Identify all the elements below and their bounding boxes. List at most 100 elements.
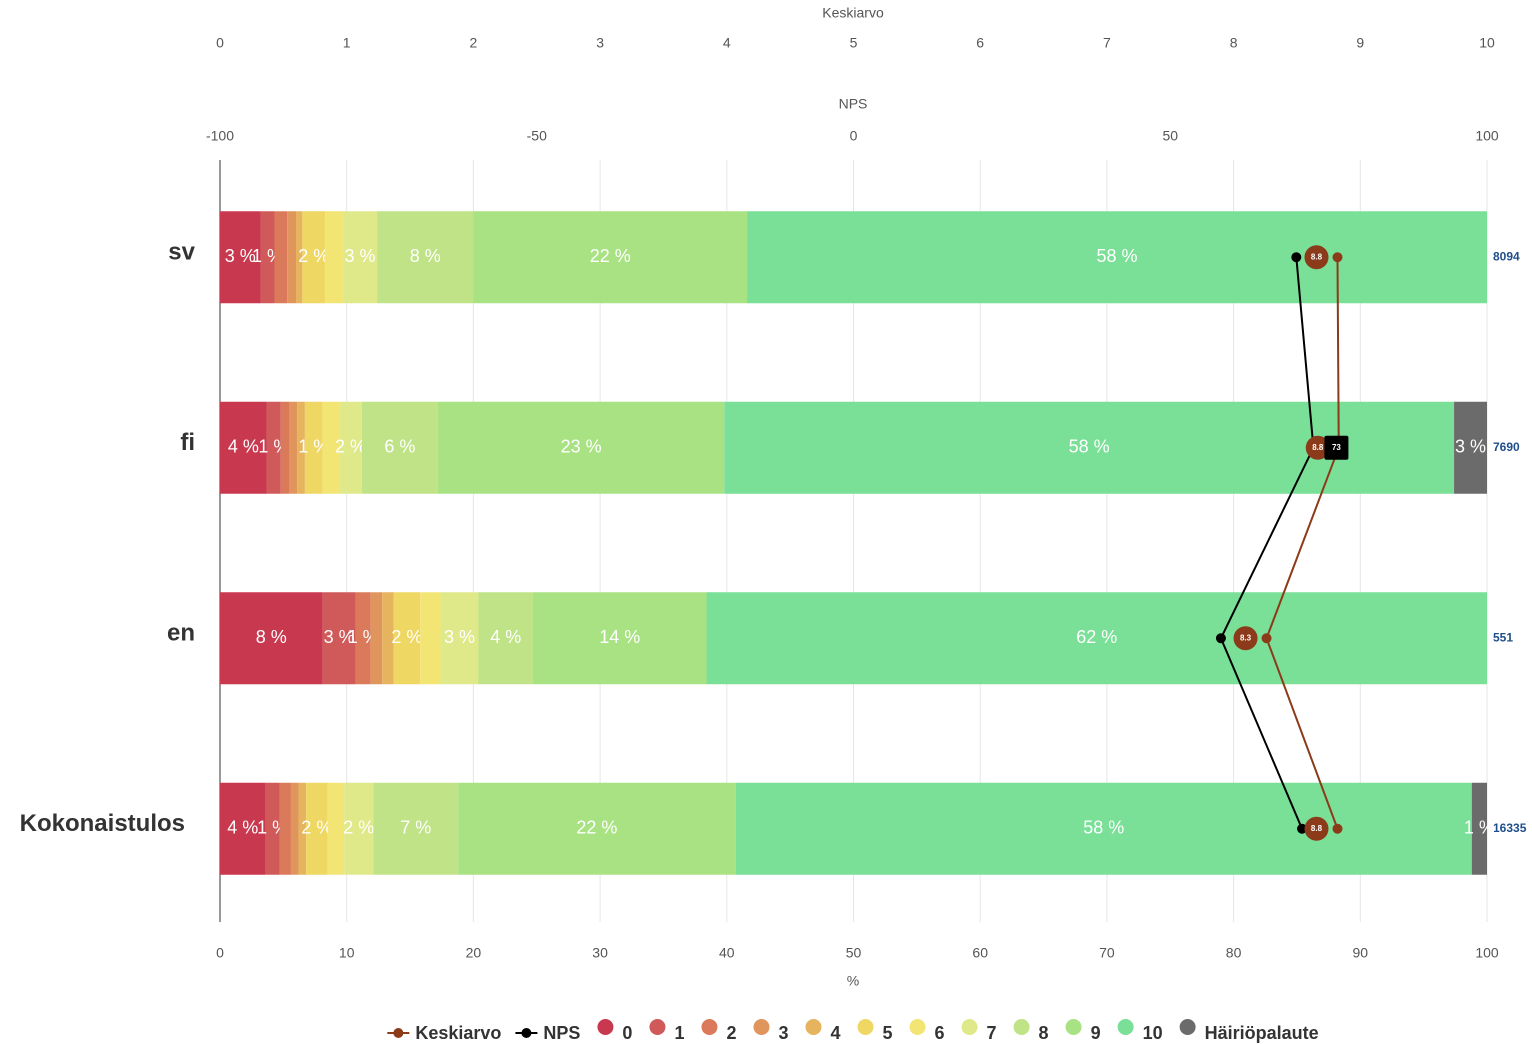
y-tick-label: Kokonaistulos: [20, 810, 185, 837]
line-label: 73: [1332, 443, 1341, 452]
data-label: 3 %: [1455, 437, 1486, 457]
data-label: 58 %: [1083, 818, 1124, 838]
bar-segment: [1471, 782, 1487, 875]
x2-tick-label: 3: [596, 35, 604, 51]
data-label: 3 %: [444, 627, 475, 647]
x2-axis-title: Keskiarvo: [822, 5, 884, 21]
legend-symbol: [701, 1019, 718, 1035]
bar-segment: [220, 592, 323, 685]
line-marker: [1261, 633, 1272, 644]
x-tick-label: 100: [1475, 945, 1499, 961]
data-label: 2 %: [343, 818, 374, 838]
bar-segment: [377, 211, 474, 304]
x2-tick-label: 4: [723, 35, 731, 51]
label-bubble: [1305, 435, 1330, 460]
x3-tick-label: -100: [206, 128, 234, 144]
bar-segment: [260, 211, 275, 304]
x2-tick-label: 7: [1103, 35, 1111, 51]
legend-label: NPS: [543, 1023, 580, 1043]
legend-symbol: [521, 1028, 532, 1038]
bar-segment: [302, 211, 326, 304]
legend-label: 10: [1143, 1023, 1163, 1043]
bar-segment: [280, 401, 290, 494]
legend-symbol: [961, 1019, 978, 1035]
bar-segment: [342, 211, 378, 304]
legend-label: Keskiarvo: [415, 1023, 501, 1043]
data-label: 2 %: [301, 818, 332, 838]
x3-tick-label: -50: [527, 128, 547, 144]
legend-label: 1: [674, 1023, 684, 1043]
line-label: 8.8: [1311, 824, 1323, 833]
y-tick-label: fi: [180, 429, 195, 456]
legend-label: 9: [1091, 1023, 1101, 1043]
bar-segment: [339, 401, 362, 494]
legend: Keskiarvo NPS 0 1 2 3 4 5 6 7 8 9 10 Häiriöpalaute: [387, 1019, 1319, 1043]
data-label: 4 %: [227, 818, 258, 838]
data-label: 22 %: [590, 246, 631, 266]
legend-symbol: [393, 1028, 404, 1038]
x-tick-label: 20: [466, 945, 482, 961]
y-tick-label: sv: [168, 239, 195, 266]
line-marker: [1215, 633, 1226, 644]
data-label: 2 %: [391, 627, 422, 647]
bar-segment: [296, 211, 303, 304]
line-label: 8.8: [1311, 252, 1323, 261]
bar-segment: [532, 592, 707, 685]
legend-symbol: [805, 1019, 822, 1035]
x2-tick-label: 2: [470, 35, 478, 51]
x3-tick-label: 0: [850, 128, 858, 144]
line-marker: [1297, 823, 1308, 834]
line: [1265, 257, 1340, 830]
bar-segment: [393, 592, 421, 685]
bar-segment: [1454, 401, 1487, 494]
bar-segment: [220, 211, 261, 304]
bar-segment: [344, 782, 374, 875]
legend-label: 4: [830, 1023, 840, 1043]
x-tick-label: 50: [846, 945, 862, 961]
bar-segment: [274, 211, 288, 304]
x2-tick-label: 5: [850, 35, 858, 51]
data-label: 8 %: [410, 246, 441, 266]
data-label: 3 %: [344, 246, 375, 266]
data-label: 3 %: [225, 246, 256, 266]
bar-segment: [306, 782, 328, 875]
label-bubble: [1233, 626, 1258, 651]
bar-segment: [220, 401, 267, 494]
x-tick-label: 80: [1226, 945, 1242, 961]
line-marker: [1291, 252, 1302, 263]
bar-segment: [327, 782, 345, 875]
legend-label: 3: [778, 1023, 788, 1043]
bar-segment: [287, 211, 297, 304]
data-label: 58 %: [1069, 437, 1110, 457]
x2-tick-label: 0: [216, 35, 224, 51]
legend-symbol: [597, 1019, 614, 1035]
x2-tick-label: 6: [976, 35, 984, 51]
legend-symbol: [1117, 1019, 1134, 1035]
bar-segment: [458, 782, 736, 875]
bar-segment: [473, 211, 748, 304]
label-bubble: [1304, 245, 1329, 270]
data-label: 2 %: [298, 246, 329, 266]
bar-segment: [478, 592, 533, 685]
data-label: 1 %: [298, 437, 329, 457]
data-label: 4 %: [228, 437, 259, 457]
data-label: 22 %: [576, 818, 617, 838]
legend-label: Häiriöpalaute: [1205, 1023, 1319, 1043]
line-label: 8.3: [1240, 633, 1252, 642]
x-tick-label: 40: [719, 945, 735, 961]
bar-segment: [361, 401, 438, 494]
x2-tick-label: 9: [1356, 35, 1364, 51]
legend-symbol: [857, 1019, 874, 1035]
bar-segment: [706, 592, 1487, 685]
line-marker: [1332, 823, 1343, 834]
data-label: 4 %: [490, 627, 521, 647]
x-tick-label: 70: [1099, 945, 1115, 961]
x-axis-title: %: [847, 973, 859, 989]
bar-segment: [266, 401, 281, 494]
total-label: 7690: [1493, 440, 1520, 454]
data-label: 3 %: [324, 627, 355, 647]
data-label: 23 %: [561, 437, 602, 457]
x3-axis-title: NPS: [839, 96, 868, 112]
bar-segment: [747, 211, 1487, 304]
data-label: 8 %: [256, 627, 287, 647]
